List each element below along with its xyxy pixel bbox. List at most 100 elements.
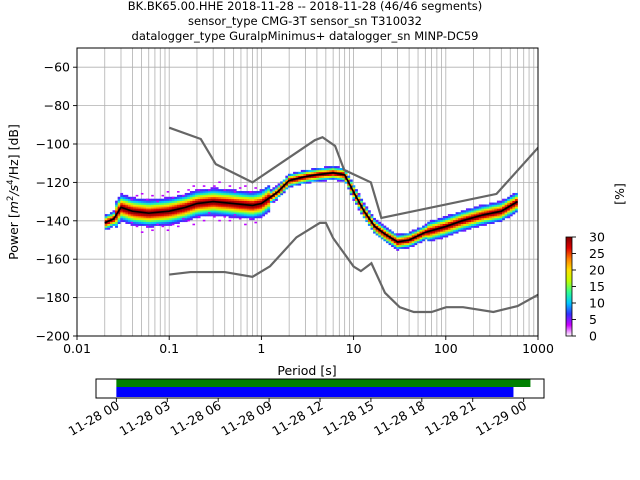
psd-cell [182,216,186,219]
psd-cell [176,219,180,223]
psd-cell [365,219,369,223]
psd-cell [411,235,415,238]
psd-cell [324,168,327,171]
psd-cell [233,210,237,213]
psd-cell [220,191,224,194]
psd-cell [329,169,333,173]
psd-cell [393,233,397,236]
psd-cell [231,200,235,203]
psd-cell [140,216,144,219]
psd-cell [228,185,232,187]
psd-cell [207,210,211,213]
psd-cell [290,185,294,188]
psd-cell [471,219,474,223]
psd-cell [404,246,407,249]
psd-cell [385,229,389,232]
psd-cell [184,194,188,198]
psd-cell [130,221,134,224]
psd-cell [468,210,472,213]
psd-cell [321,171,325,175]
psd-cell [463,229,467,232]
psd-cell [450,233,454,236]
psd-cell [481,217,485,221]
time-tick-label: 11-28 12 [269,398,325,439]
psd-cell [401,240,405,244]
psd-cell [254,202,258,205]
psd-cell [264,210,268,213]
psd-cell [202,185,206,187]
psd-cell [164,200,167,203]
psd-cell [445,227,449,230]
psd-cell [507,210,511,213]
psd-cell [176,194,180,198]
psd-cell [146,216,149,219]
psd-cell [138,198,142,201]
psd-cell [184,214,188,217]
psd-cell [300,169,304,173]
psd-cell [226,212,229,215]
psd-cell [502,206,505,209]
psd-cell [514,192,518,196]
psd-cell [202,208,206,211]
psd-cell [509,214,513,217]
psd-cell [156,214,160,217]
psd-cell [267,210,271,213]
psd-cell [437,233,441,236]
psd-cell [226,206,229,209]
psd-cell [192,198,196,201]
psd-cell [140,204,144,207]
psd-cell [187,202,191,205]
psd-cell [489,210,493,213]
psd-cell [104,217,108,221]
psd-cell [210,208,214,211]
psd-cell [434,233,438,236]
psd-cell [143,214,147,217]
psd-cell [491,219,495,223]
psd-cell [422,235,425,238]
psd-cell [140,198,144,201]
psd-cell [334,173,338,176]
psd-cell [220,212,224,215]
psd-cell [179,206,183,209]
psd-cell [174,206,178,209]
psd-cell [422,239,425,242]
psd-cell [329,177,333,180]
psd-cell [311,171,315,175]
psd-cell [450,216,454,219]
psd-cell [496,212,500,215]
psd-cell [502,210,505,213]
psd-cell [344,171,348,175]
psd-cell [447,227,451,230]
psd-cell [192,194,196,198]
psd-cell [476,214,480,217]
psd-cell [256,192,260,196]
psd-cell [223,216,227,218]
psd-cell [313,179,317,182]
psd-cell [391,240,395,244]
psd-cell [246,216,250,219]
psd-cell [174,202,178,205]
psd-cell [215,191,219,194]
psd-cell [416,237,420,240]
psd-cell [458,214,462,217]
psd-cell [146,225,149,228]
psd-cell [130,214,134,217]
psd-cell [210,187,214,190]
psd-cell [398,246,402,249]
psd-cell [432,219,436,223]
psd-cell [151,214,155,217]
psd-cell [419,231,423,234]
psd-cell [308,175,312,178]
psd-cell [311,169,315,173]
psd-cell [179,198,183,201]
psd-cell [125,219,129,223]
psd-cell [107,223,111,226]
psd-cell [507,214,511,217]
psd-cell [241,191,245,194]
psd-cell [104,216,108,219]
psd-cell [365,206,369,209]
psd-cell [373,229,376,232]
psd-cell [275,194,278,198]
y-tick-label: −100 [36,137,70,152]
psd-cell [169,200,173,203]
